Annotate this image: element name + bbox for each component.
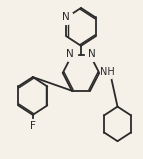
Text: N: N bbox=[66, 49, 74, 59]
Text: N: N bbox=[62, 12, 70, 22]
Text: N: N bbox=[88, 49, 96, 59]
Text: F: F bbox=[30, 121, 36, 131]
Text: NH: NH bbox=[100, 67, 115, 77]
